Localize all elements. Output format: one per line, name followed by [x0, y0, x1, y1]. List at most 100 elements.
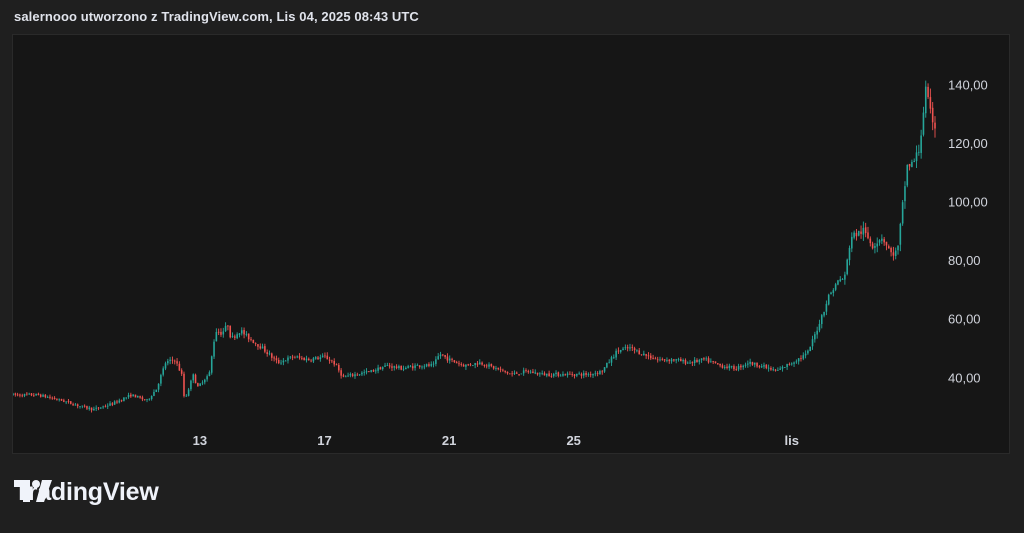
candle [414, 363, 416, 371]
candle [693, 357, 696, 366]
candle-body [284, 360, 287, 362]
candle-body [439, 354, 442, 357]
candle [723, 365, 726, 370]
candle [132, 394, 134, 397]
candle [111, 402, 114, 407]
candle [876, 237, 879, 253]
candle-body [160, 375, 162, 384]
candle [922, 106, 925, 137]
candle [439, 351, 442, 359]
candle-body [264, 346, 266, 352]
candle-body [481, 362, 483, 365]
tradingview-logo[interactable]: TradingView [14, 478, 159, 507]
candle-body [197, 383, 199, 387]
candle [319, 354, 322, 362]
candle-body [740, 365, 742, 368]
candle [811, 335, 814, 350]
candle-body [391, 366, 393, 368]
candle [37, 392, 40, 396]
candle [446, 353, 449, 363]
candle [437, 353, 439, 360]
candle [800, 355, 802, 362]
candle [307, 357, 310, 361]
candle-body [617, 350, 620, 352]
candle-body [146, 399, 148, 401]
candle-body [585, 373, 587, 375]
candle-body [885, 241, 888, 246]
candle-body [684, 359, 687, 364]
candle [333, 358, 335, 367]
candle [280, 359, 282, 365]
candle-body [150, 396, 153, 399]
candle [405, 366, 407, 370]
candle-body [423, 366, 426, 368]
candle-body [820, 315, 823, 325]
chart-plot-area[interactable]: 40,00 60,00 80,00 100,00 120,00 140,00 13 17 21… [12, 34, 1010, 454]
candle [478, 359, 481, 365]
candle [571, 371, 574, 377]
candle [127, 392, 130, 399]
candle [684, 358, 687, 366]
candle-body [340, 370, 342, 376]
candle-body [867, 232, 869, 239]
candle [206, 374, 208, 382]
candle [656, 356, 659, 363]
candle-body [871, 243, 874, 249]
candle-body [864, 227, 867, 234]
candle [167, 358, 169, 366]
candle [522, 367, 525, 376]
candle-body [522, 370, 525, 374]
candle [675, 358, 677, 364]
candle [93, 406, 95, 411]
candle [726, 363, 728, 370]
candle [686, 361, 689, 364]
candle-body [79, 406, 81, 407]
candle-body [490, 363, 493, 367]
candle [502, 368, 504, 372]
candle [550, 373, 553, 378]
candle-body [599, 371, 601, 375]
candle-body [615, 350, 617, 358]
candle [190, 379, 192, 392]
candle [472, 365, 474, 367]
candle-body [606, 362, 608, 368]
candle-body [342, 375, 345, 377]
candle-body [728, 365, 731, 369]
candle [136, 395, 139, 398]
candle [469, 363, 472, 367]
candle-body [860, 231, 862, 234]
candle-body [901, 202, 904, 224]
candle-body [682, 359, 684, 362]
candle [160, 373, 162, 387]
candle [294, 355, 296, 359]
candle-body [520, 373, 523, 375]
candle [53, 396, 56, 400]
candle-body [788, 364, 791, 365]
candle [506, 371, 509, 375]
candle-body [756, 362, 758, 367]
candle-body [118, 400, 121, 403]
candle [774, 368, 777, 372]
candle-body [351, 374, 354, 376]
candle-body [698, 360, 701, 362]
candle-body [106, 405, 109, 407]
candle [365, 368, 368, 375]
candle [814, 331, 816, 343]
candle-body [338, 364, 340, 371]
candle-body [303, 357, 305, 361]
candle-body [46, 397, 49, 398]
candle [83, 404, 86, 408]
candle [763, 362, 765, 369]
candle [44, 394, 47, 399]
candle [703, 357, 705, 361]
candle-body [633, 348, 636, 351]
candle [809, 346, 812, 352]
candle-body [751, 362, 754, 365]
candle-body [69, 401, 72, 404]
candlestick-chart[interactable]: 40,00 60,00 80,00 100,00 120,00 140,00 13 17 21… [13, 35, 1011, 455]
candle-body [425, 364, 428, 367]
candle-body [213, 341, 215, 357]
candle-body [663, 359, 666, 361]
candle [314, 356, 317, 360]
candle-body [234, 336, 236, 338]
